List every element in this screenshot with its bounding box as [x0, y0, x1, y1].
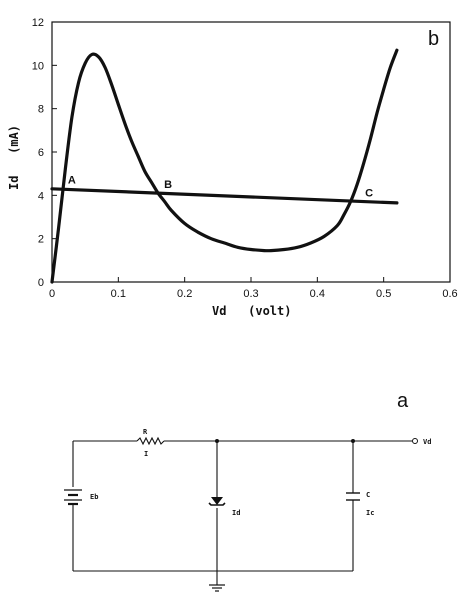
battery-label: Eb — [90, 493, 98, 501]
negative-resistance-curve — [50, 48, 399, 284]
x-tick-label: 0.5 — [376, 288, 391, 300]
capacitor-icon — [346, 492, 360, 501]
y-tick-label: 2 — [38, 234, 44, 246]
x-tick-label: 0.3 — [243, 288, 258, 300]
y-tick-label: 12 — [32, 17, 44, 29]
panel-label-a: a — [397, 390, 409, 412]
plot-frame — [51, 21, 451, 283]
point-label-a: A — [68, 174, 76, 186]
y-tick-label: 6 — [38, 147, 44, 159]
resistor-icon — [136, 436, 165, 446]
y-tick-label: 4 — [38, 190, 44, 202]
x-tick-label: 0.4 — [310, 288, 325, 300]
y-tick-label: 8 — [38, 104, 44, 116]
iv-plot: 0 0.1 0.2 0.3 0.4 0.5 0.6 0 2 4 6 8 10 12 A B C Vd (vo… — [7, 17, 458, 318]
x-tick-label: 0.1 — [111, 288, 126, 300]
y-tick-label: 10 — [32, 60, 44, 72]
x-tick-label: 0 — [49, 288, 55, 300]
point-label-b: B — [164, 179, 172, 191]
x-tick-label: 0.6 — [442, 288, 457, 300]
x-axis-label: Vd (volt) — [212, 304, 291, 318]
capacitor-label: C — [366, 491, 370, 499]
y-axis-label: Id (mA) — [7, 125, 21, 190]
diode-current-label: Id — [232, 509, 240, 517]
output-terminal-icon — [412, 438, 418, 444]
ground-icon — [209, 584, 225, 592]
panel-label-b: b — [428, 28, 439, 50]
output-label: Vd — [423, 438, 431, 446]
y-ticks: 0 2 4 6 8 10 12 — [32, 17, 57, 289]
x-tick-label: 0.2 — [177, 288, 192, 300]
y-tick-label: 0 — [38, 277, 44, 289]
load-line — [50, 187, 399, 205]
capacitor-current-label: Ic — [366, 509, 374, 517]
point-label-c: C — [365, 187, 373, 199]
circuit-diagram: a R I Vd Eb Id — [64, 390, 431, 592]
tunnel-diode-icon — [208, 497, 226, 506]
resistor-label: R — [143, 428, 148, 436]
x-ticks: 0 0.1 0.2 0.3 0.4 0.5 0.6 — [49, 277, 458, 300]
current-label: I — [144, 450, 148, 458]
operating-point-labels: A B C — [68, 174, 373, 199]
battery-icon — [64, 489, 82, 506]
